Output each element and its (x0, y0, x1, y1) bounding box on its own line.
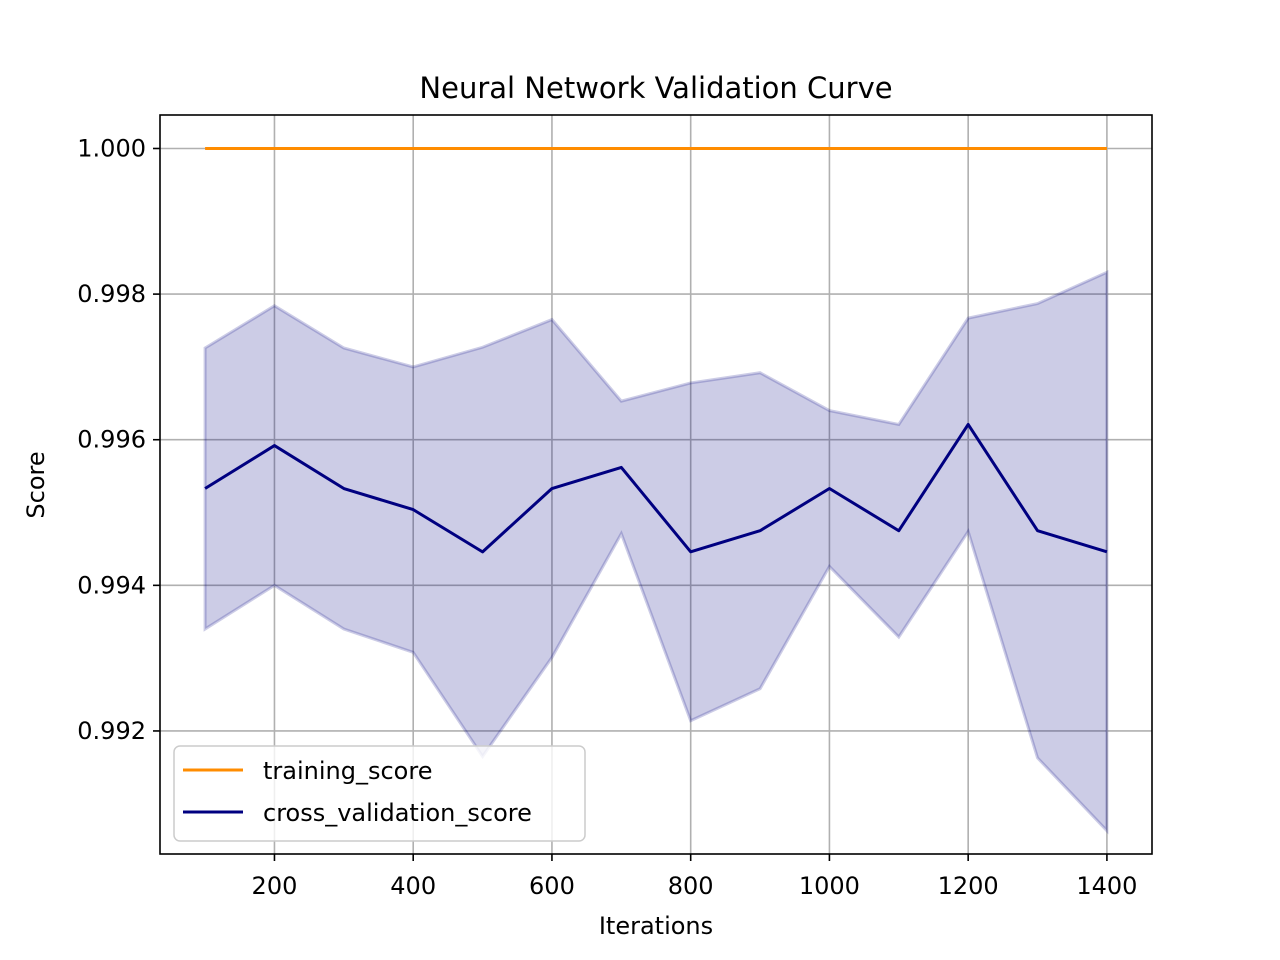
x-axis-title: Iterations (599, 912, 713, 940)
x-tick-label: 200 (252, 872, 298, 900)
legend-label-cross-validation-score: cross_validation_score (263, 799, 532, 827)
x-tick-label: 1400 (1076, 872, 1137, 900)
y-tick-label: 0.992 (77, 717, 146, 745)
x-tick-label: 1000 (799, 872, 860, 900)
y-tick-label: 1.000 (77, 134, 146, 162)
x-axis-ticks: 200 400 600 800 1000 1200 1400 (252, 854, 1137, 900)
y-axis-ticks: 0.992 0.994 0.996 0.998 1.000 (77, 134, 160, 745)
legend-label-training-score: training_score (263, 757, 432, 785)
confidence-band-layer (203, 269, 1109, 835)
y-tick-label: 0.998 (77, 280, 146, 308)
x-tick-label: 800 (668, 872, 714, 900)
y-tick-label: 0.996 (77, 426, 146, 454)
y-tick-label: 0.994 (77, 571, 146, 599)
plot-area-frame (159, 114, 1153, 855)
legend-box (173, 745, 586, 842)
x-tick-label: 400 (390, 872, 436, 900)
legend: training_score cross_validation_score (173, 745, 586, 842)
grid (160, 115, 1152, 854)
x-tick-label: 1200 (938, 872, 999, 900)
series-lines (204, 146, 1108, 554)
x-tick-label: 600 (529, 872, 575, 900)
y-axis-title: Score (22, 451, 50, 518)
confidence-band (203, 269, 1109, 835)
chart-title: Neural Network Validation Curve (419, 71, 892, 105)
series-line-cross-validation-score (204, 422, 1108, 554)
